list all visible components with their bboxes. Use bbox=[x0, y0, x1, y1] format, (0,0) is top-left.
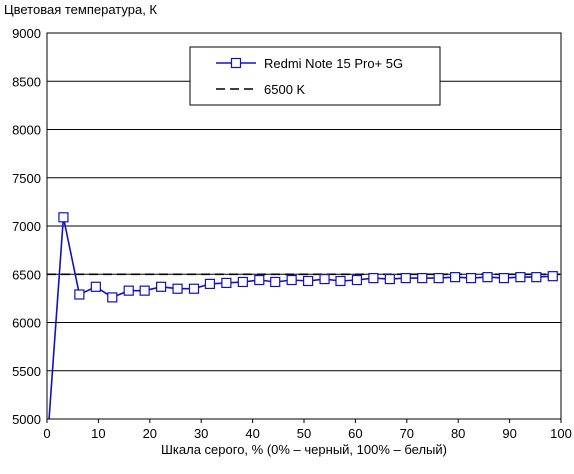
series-point-0 bbox=[107, 292, 118, 303]
y-tick-label: 6500 bbox=[12, 267, 41, 282]
legend-swatch-marker-series-0 bbox=[230, 57, 242, 69]
y-tick-label: 5500 bbox=[12, 364, 41, 379]
y-tick-label: 9000 bbox=[12, 26, 41, 41]
series-point-0 bbox=[43, 443, 52, 452]
series-point-0 bbox=[90, 281, 101, 292]
series-point-0 bbox=[303, 275, 314, 287]
x-tick-label: 40 bbox=[245, 426, 259, 441]
series-point-0 bbox=[368, 273, 379, 284]
y-tick-labels: 5000 5500 6000 6500 7000 7500 8000 8500 9000 bbox=[12, 26, 41, 427]
legend-label-series-0: Redmi Note 15 Pro+ 5G bbox=[264, 56, 403, 71]
series-point-0 bbox=[351, 274, 363, 286]
series-point-0 bbox=[156, 281, 167, 292]
series-point-0 bbox=[498, 273, 510, 284]
series-point-0 bbox=[221, 277, 232, 289]
series-point-0 bbox=[188, 283, 200, 294]
series-point-0 bbox=[335, 275, 346, 287]
x-tick-label: 100 bbox=[550, 426, 572, 441]
x-tick-label: 50 bbox=[297, 426, 311, 441]
y-tick-label: 8000 bbox=[12, 123, 41, 138]
x-tick-label: 30 bbox=[194, 426, 208, 441]
series-point-0 bbox=[515, 272, 526, 283]
series-point-0 bbox=[270, 276, 281, 288]
series-point-0 bbox=[286, 274, 297, 286]
series-point-0 bbox=[237, 276, 248, 288]
series-line-0 bbox=[48, 217, 553, 419]
y-axis-label: Цветовая температура, К bbox=[4, 2, 157, 17]
series-point-0 bbox=[319, 273, 330, 285]
series-point-0 bbox=[74, 289, 85, 300]
series-point-0 bbox=[531, 272, 542, 283]
y-tick-label: 5000 bbox=[12, 412, 41, 427]
series-point-0 bbox=[384, 273, 395, 285]
series-point-0 bbox=[204, 278, 216, 289]
x-tick-label: 90 bbox=[502, 426, 516, 441]
series-point-0 bbox=[400, 273, 411, 284]
y-tick-label: 7000 bbox=[12, 219, 41, 234]
series-point-0 bbox=[450, 272, 461, 283]
series-point-0 bbox=[417, 273, 428, 284]
legend: Redmi Note 15 Pro+ 5G 6500 K bbox=[189, 46, 441, 106]
series-point-0 bbox=[123, 285, 134, 296]
legend-label-series-1: 6500 K bbox=[264, 82, 306, 97]
x-tick-label: 20 bbox=[143, 426, 157, 441]
x-tick-label: 70 bbox=[400, 426, 414, 441]
x-tick-labels: 0 10 20 30 40 50 60 70 80 90 100 bbox=[43, 419, 572, 441]
y-tick-label: 8500 bbox=[12, 74, 41, 89]
y-tick-label: 6000 bbox=[12, 316, 41, 331]
series-point-0 bbox=[482, 272, 493, 283]
series-layer bbox=[43, 212, 561, 452]
x-tick-label: 60 bbox=[348, 426, 362, 441]
series-point-0 bbox=[139, 285, 150, 296]
series-point-0 bbox=[58, 212, 69, 223]
x-tick-label: 80 bbox=[451, 426, 465, 441]
x-axis-label: Шкала серого, % (0% – черный, 100% – бел… bbox=[161, 442, 447, 457]
x-tick-label: 0 bbox=[43, 426, 50, 441]
series-point-0 bbox=[433, 273, 444, 284]
series-point-0 bbox=[254, 274, 265, 286]
series-point-0 bbox=[465, 273, 477, 284]
series-point-0 bbox=[172, 283, 183, 294]
legend-box bbox=[189, 46, 441, 106]
y-tick-label: 7500 bbox=[12, 171, 41, 186]
series-point-0 bbox=[547, 271, 558, 282]
x-tick-label: 10 bbox=[91, 426, 105, 441]
